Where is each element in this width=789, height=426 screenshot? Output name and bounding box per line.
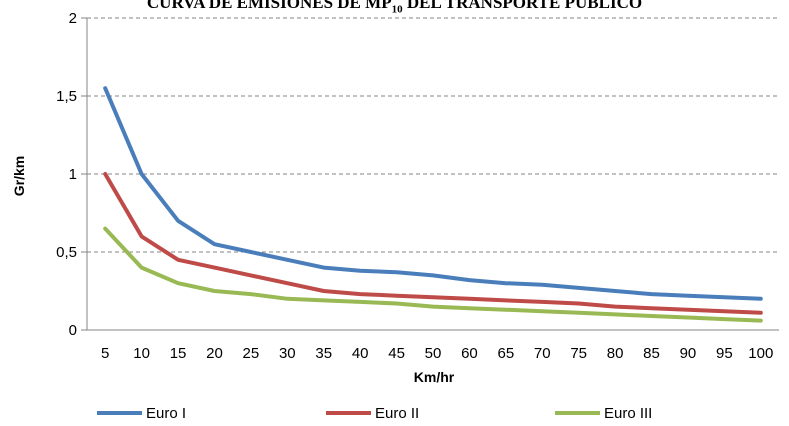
legend-swatch [97,411,142,415]
x-tick-label: 5 [101,345,109,362]
x-tick-label: 95 [716,345,733,362]
series-line [103,226,763,323]
x-axis-label: Km/hr [414,369,455,385]
x-tick-label: 40 [352,345,369,362]
x-tick-label: 50 [425,345,442,362]
legend-label: Euro I [146,404,187,422]
x-tick-label: 30 [279,345,296,362]
y-axis-label: Gr/km [11,156,27,196]
y-tick-labels: 0 0,5 1 1,5 2 [56,10,77,339]
chart-title-main: CURVA DE EMISIONES DE MP [146,0,392,12]
x-tick-label: 20 [206,345,223,362]
legend-label: Euro III [604,404,653,422]
x-tick-label: 75 [570,345,587,362]
legend-item: Euro II [326,401,419,425]
x-tick-label: 65 [497,345,514,362]
legend-item: Euro III [555,401,652,425]
x-tick-label: 70 [534,345,551,362]
y-tick-label: 2 [69,10,77,27]
series-line [103,172,763,315]
y-tick-label: 0,5 [56,244,77,261]
x-tick-label: 100 [748,345,773,362]
chart-title: CURVA DE EMISIONES DE MP10 DEL TRANSPORT… [0,0,789,15]
x-tick-label: 60 [461,345,478,362]
chart-title-subscript: 10 [391,3,403,16]
x-tick-label: 85 [643,345,660,362]
y-tick-label: 1 [69,166,77,183]
x-tick-label: 35 [315,345,332,362]
y-tick-label: 0 [69,322,77,339]
legend-swatch [555,411,600,415]
x-tick-labels: 5 10 15 20 25 30 35 40 45 50 60 65 70 75 80 85 90 95 100 [101,345,773,362]
series-line [103,86,763,301]
x-tick-label: 45 [388,345,405,362]
legend-swatch [326,411,371,415]
x-tick-label: 15 [170,345,187,362]
legend: Euro I Euro II Euro III [0,401,789,425]
series-lines [103,86,763,323]
line-chart: 0 0,5 1 1,5 2 5 10 15 20 25 30 35 40 45 50 60 65 70 75 80 8… [11,10,779,385]
legend-label: Euro II [375,404,420,422]
y-tick-label: 1,5 [56,88,77,105]
x-tick-label: 10 [133,345,150,362]
x-tick-label: 80 [607,345,624,362]
x-tick-label: 90 [680,345,697,362]
axes [86,18,779,331]
gridlines [81,17,779,331]
chart-title-tail: DEL TRANSPORTE PÚBLICO [402,0,643,12]
x-tick-label: 25 [243,345,260,362]
legend-item: Euro I [97,401,186,425]
